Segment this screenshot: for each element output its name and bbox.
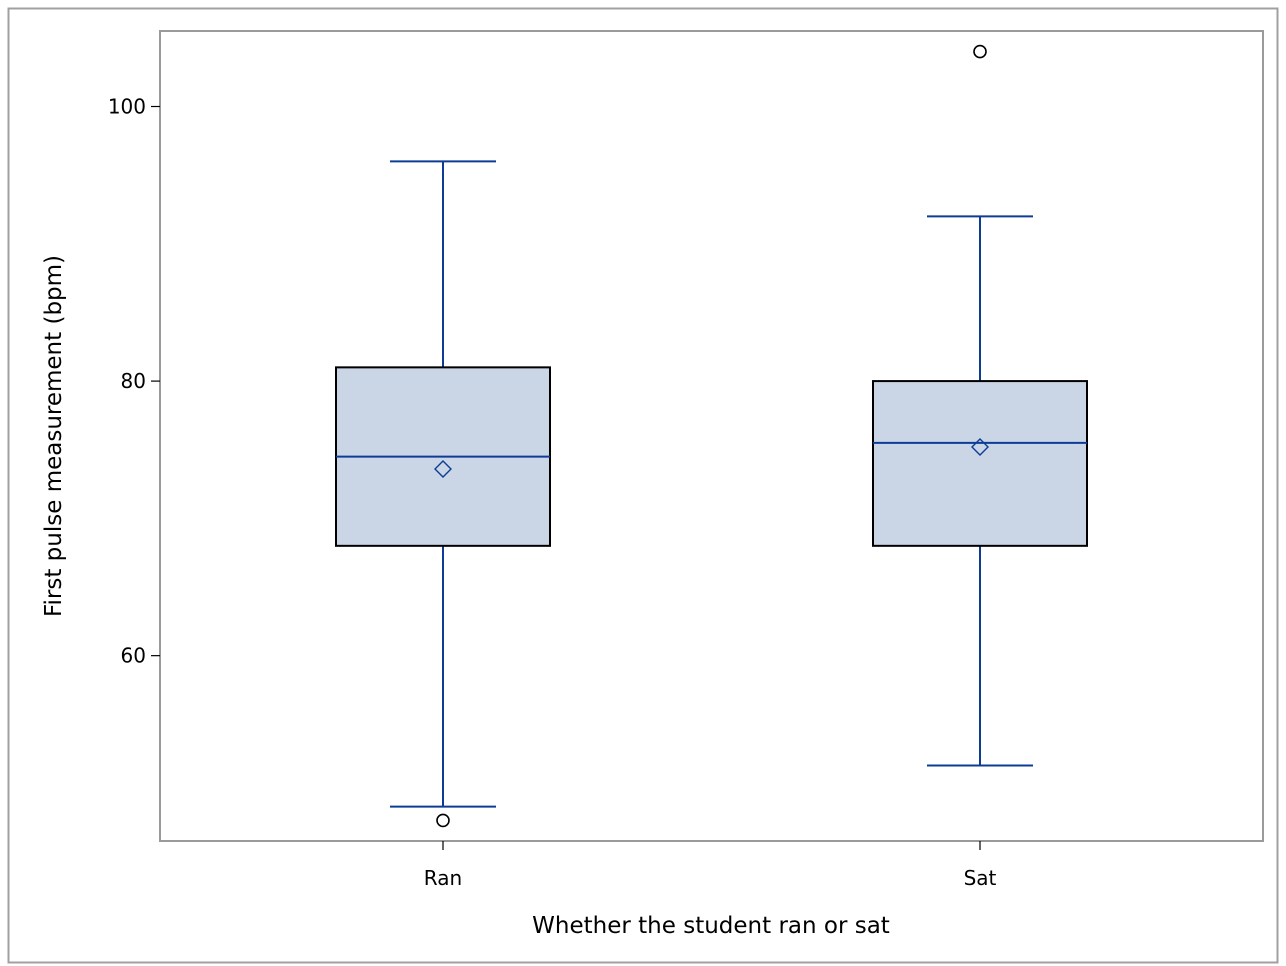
x-tick-label: Ran xyxy=(424,866,462,890)
iqr-box xyxy=(872,380,1088,547)
y-tick-label: 100 xyxy=(108,95,146,119)
y-axis-title: First pulse measurement (bpm) xyxy=(41,255,67,617)
outlier-point xyxy=(436,813,450,828)
box-group-sat xyxy=(872,44,1088,767)
y-tick-label: 60 xyxy=(121,644,146,668)
mean-marker xyxy=(971,437,989,456)
box-group-ran xyxy=(335,160,551,828)
x-axis-title: Whether the student ran or sat xyxy=(532,913,890,939)
x-tick-label: Sat xyxy=(964,866,997,890)
y-axis: 60 80 100 xyxy=(108,95,160,668)
y-tick-label: 80 xyxy=(121,369,146,393)
mean-marker xyxy=(434,459,452,478)
plot-area-frame xyxy=(159,30,1264,842)
outlier-point xyxy=(973,44,987,59)
box-series xyxy=(335,44,1088,828)
x-axis: Ran Sat xyxy=(424,841,997,890)
